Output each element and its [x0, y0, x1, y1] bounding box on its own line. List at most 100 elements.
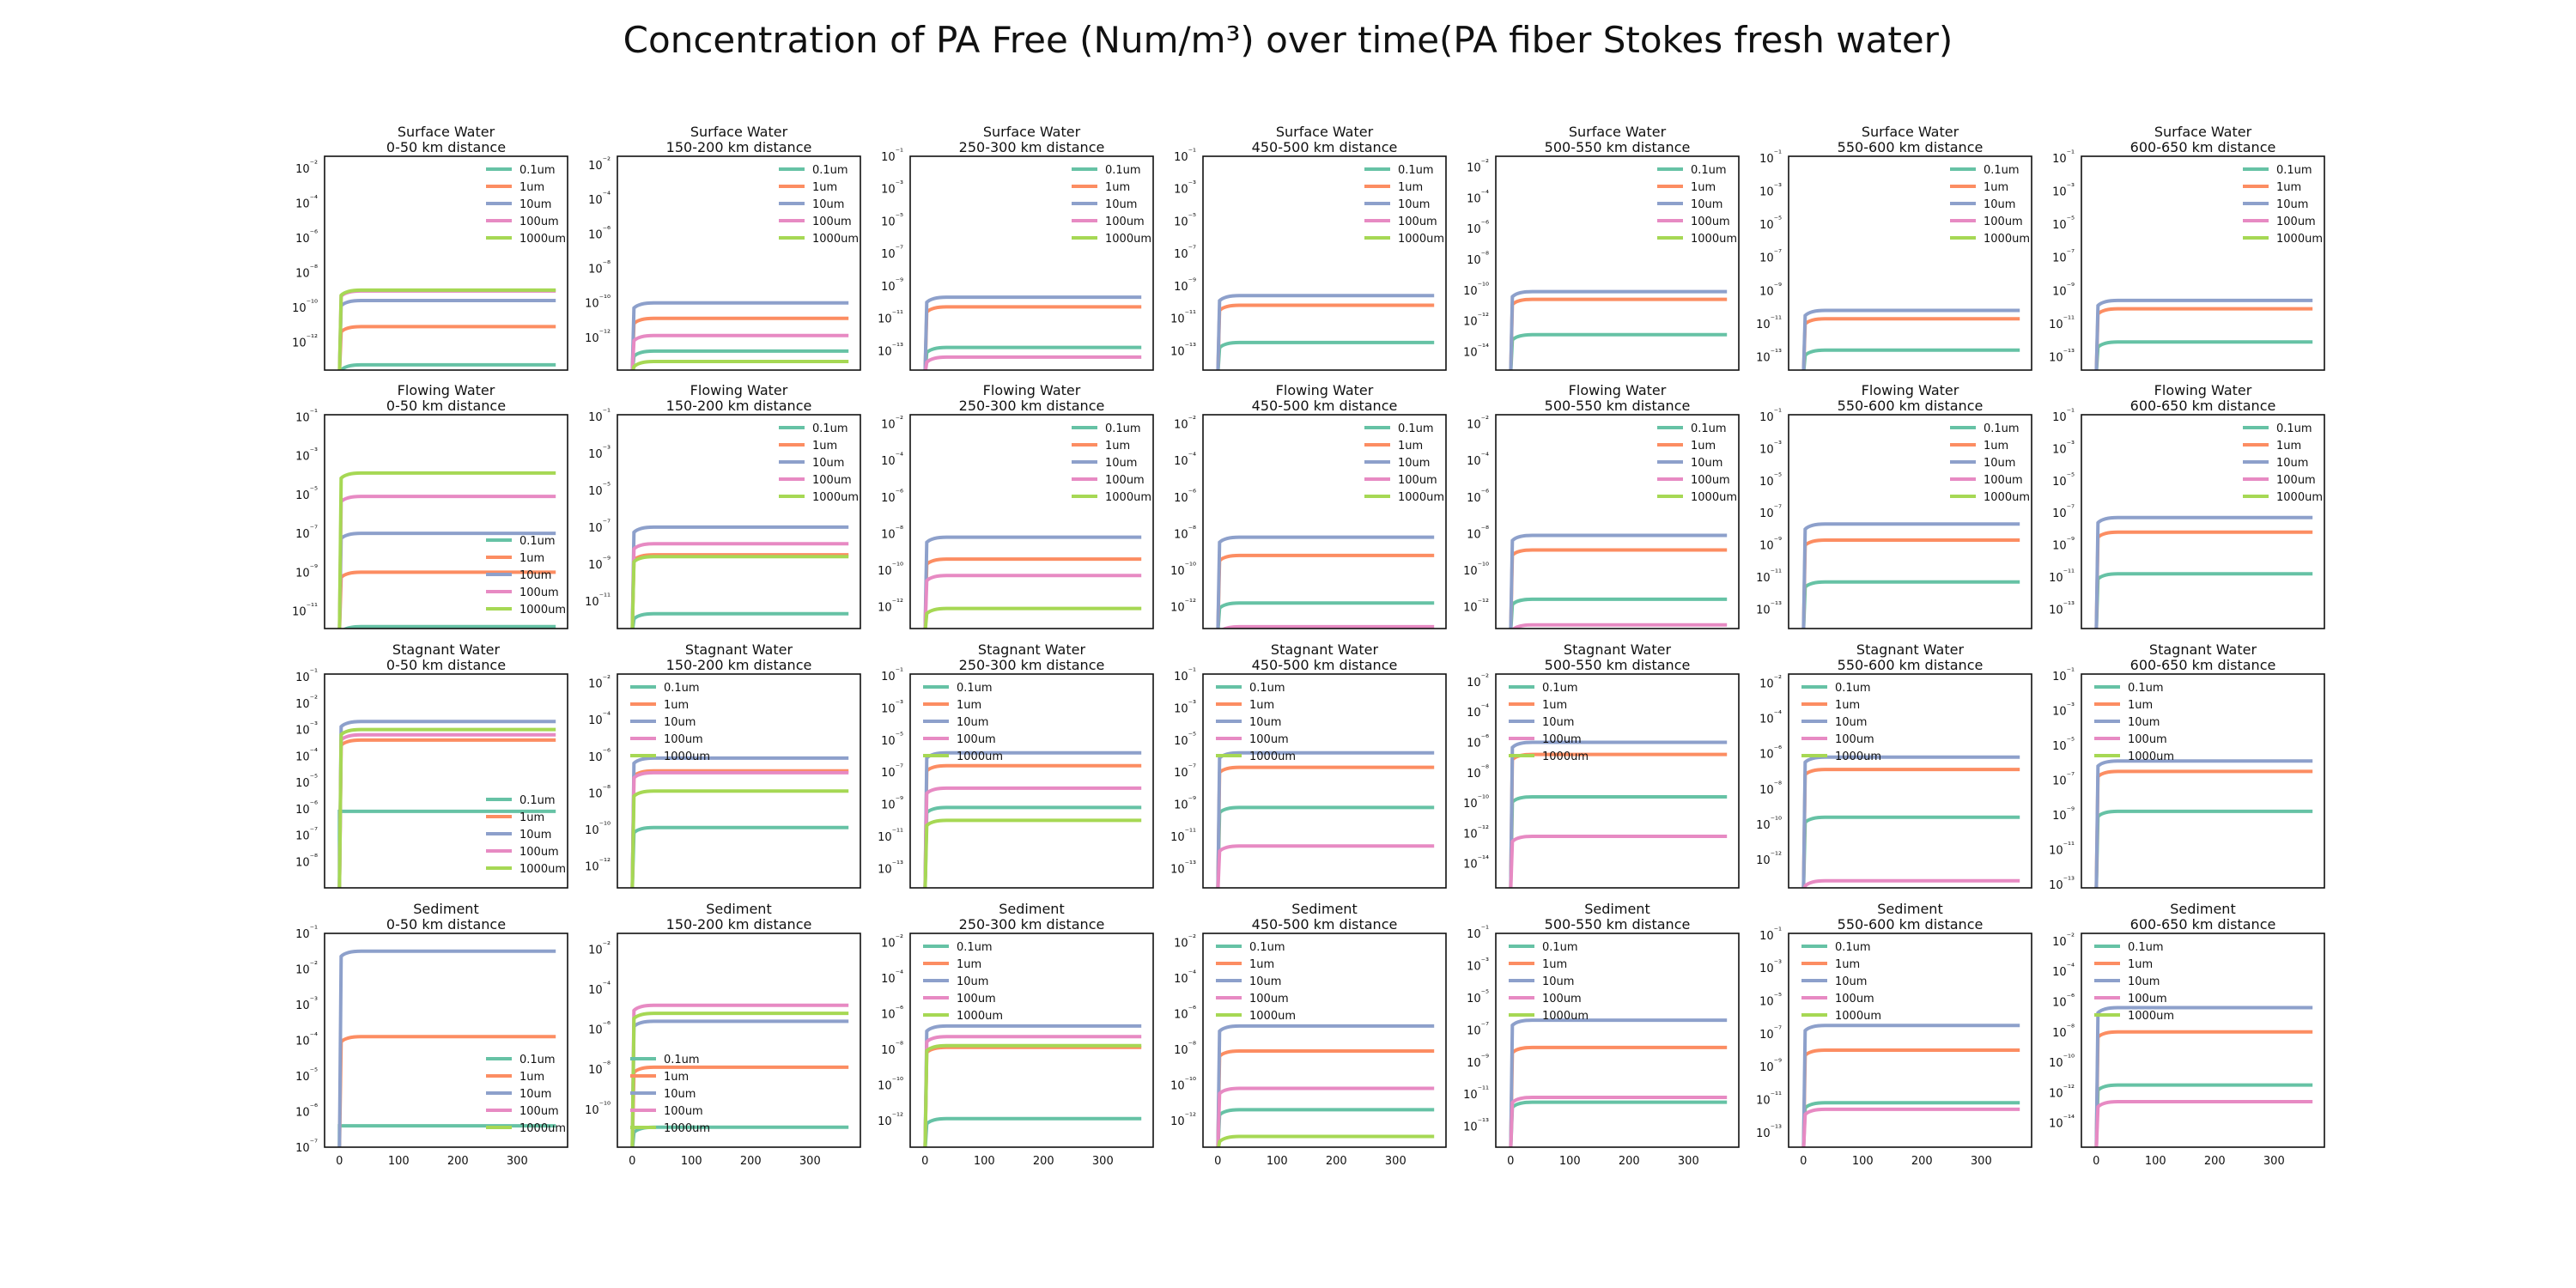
subplot-subtitle: 500-550 km distance	[1545, 916, 1691, 933]
series-group	[337, 720, 556, 888]
y-tick-label: 10⁻⁹	[1759, 282, 1782, 298]
legend-label: 0.1um	[2276, 422, 2312, 435]
legend-label: 1000um	[1249, 1010, 1296, 1023]
series-line-100um	[2094, 1100, 2313, 1147]
legend-label: 10um	[1691, 198, 1722, 211]
y-tick-label: 10⁻⁹	[2052, 537, 2075, 553]
series-group	[1801, 308, 2020, 370]
y-tick-label: 10⁻¹²	[1170, 1112, 1196, 1128]
y-tick-label: 10⁻¹⁰	[1463, 562, 1489, 578]
series-group	[1216, 294, 1435, 370]
series-line-100um	[1511, 623, 1728, 629]
legend-label: 0.1um	[519, 535, 556, 548]
plot-frame	[2081, 673, 2325, 889]
y-tick-label: 10⁻²	[295, 695, 318, 711]
y-tick-label: 10⁻⁷	[881, 763, 903, 780]
y-tick-label: 10⁻¹	[2052, 408, 2075, 424]
y-tick-label: 10⁻¹³	[1463, 1118, 1489, 1134]
subplot-title: Flowing Water	[1862, 382, 1959, 398]
y-tick-label: 10⁻⁴	[295, 1032, 318, 1048]
y-tick-label: 10⁻¹⁰	[585, 1101, 611, 1117]
y-tick-label: 10⁻⁶	[1467, 220, 1489, 236]
y-tick-label: 10⁻⁸	[295, 264, 318, 281]
series-line-0.1um	[342, 624, 556, 629]
y-tick-label: 10⁻¹⁰	[1756, 816, 1782, 832]
series-line-1um	[2094, 1030, 2313, 1147]
legend-label: 100um	[1691, 216, 1730, 228]
subplot-subtitle: 600-650 km distance	[2130, 916, 2276, 933]
y-tick-label: 10⁻¹³	[1756, 1124, 1782, 1140]
legend-label: 100um	[2276, 474, 2316, 487]
figure-title: Concentration of PA Free (Num/m³) over t…	[623, 19, 1953, 61]
legend-label: 10um	[1691, 457, 1722, 470]
y-tick-label: 10⁻¹¹	[878, 828, 903, 844]
series-line-10um	[1216, 750, 1435, 888]
y-tick-label: 10⁻⁸	[295, 853, 318, 869]
series-line-0.1um	[2094, 572, 2313, 629]
series-group	[2094, 515, 2313, 629]
y-tick-label: 10⁻¹	[588, 408, 611, 424]
series-line-100um	[1801, 1107, 2020, 1147]
legend-label: 1000um	[1691, 233, 1737, 246]
y-tick-label: 10⁻²	[588, 941, 611, 957]
y-tick-label: 10⁻⁹	[1467, 1054, 1489, 1070]
series-line-1um	[1216, 303, 1435, 370]
legend-label: 0.1um	[1105, 422, 1141, 435]
plot-frame	[2081, 933, 2325, 1148]
legend-label: 100um	[2128, 993, 2167, 1005]
y-tick-label: 10⁻⁵	[881, 732, 903, 748]
legend-label: 1um	[2276, 440, 2301, 453]
series-group	[337, 288, 556, 370]
series-line-10um	[1801, 522, 2020, 629]
legend-label: 10um	[812, 198, 844, 211]
legend: 0.1um 1um 10um 100um 1000um	[1072, 422, 1151, 504]
y-tick-label: 10⁻¹⁰	[585, 821, 611, 837]
legend-label: 1000um	[519, 233, 566, 246]
legend-label: 0.1um	[1835, 682, 1871, 695]
y-tick-label: 10⁻⁵	[295, 774, 318, 790]
legend-label: 1um	[812, 181, 837, 194]
legend-label: 1um	[519, 552, 544, 565]
legend-label: 10um	[1105, 198, 1137, 211]
y-tick-label: 10⁻⁶	[1467, 733, 1489, 750]
series-line-1000um	[923, 606, 1142, 629]
y-tick-label: 10⁻⁴	[1174, 969, 1196, 986]
legend-label: 0.1um	[2276, 164, 2312, 177]
legend-label: 0.1um	[519, 794, 556, 807]
y-tick-label: 10⁻³	[1174, 180, 1196, 197]
legend-label: 10um	[1542, 975, 1574, 988]
subplot-subtitle: 550-600 km distance	[1838, 398, 1984, 414]
y-tick-label: 10⁻⁶	[295, 229, 318, 246]
series-line-10um	[1509, 533, 1728, 629]
series-line-1um	[1801, 768, 2020, 888]
x-tick-label: 200	[1619, 1155, 1640, 1168]
series-line-10um	[923, 750, 1142, 888]
plot-frame	[909, 155, 1154, 371]
x-tick-label: 100	[388, 1155, 410, 1168]
legend-label: 1um	[1691, 181, 1716, 194]
plot-frame	[1495, 414, 1740, 629]
y-tick-label: 10⁻¹	[881, 667, 903, 683]
subplot-title: Stagnant Water	[1856, 641, 1965, 658]
series-line-1000um	[1217, 1134, 1435, 1147]
x-tick-label: 100	[974, 1155, 995, 1168]
subplot-title: Surface Water	[2154, 124, 2252, 140]
legend-label: 100um	[664, 733, 703, 746]
series-group	[923, 535, 1142, 629]
series-line-1um	[1801, 538, 2020, 629]
legend-label: 0.1um	[664, 682, 700, 695]
plot-frame	[324, 155, 568, 371]
x-tick-label: 300	[1971, 1155, 1992, 1168]
subplot-title: Flowing Water	[983, 382, 1081, 398]
series-line-1000um	[337, 471, 556, 629]
subplot-title: Stagnant Water	[978, 641, 1086, 658]
series-group	[630, 756, 849, 888]
y-tick-label: 10⁻⁵	[295, 486, 318, 502]
series-group	[337, 949, 556, 1147]
x-tick-label: 0	[629, 1155, 635, 1168]
